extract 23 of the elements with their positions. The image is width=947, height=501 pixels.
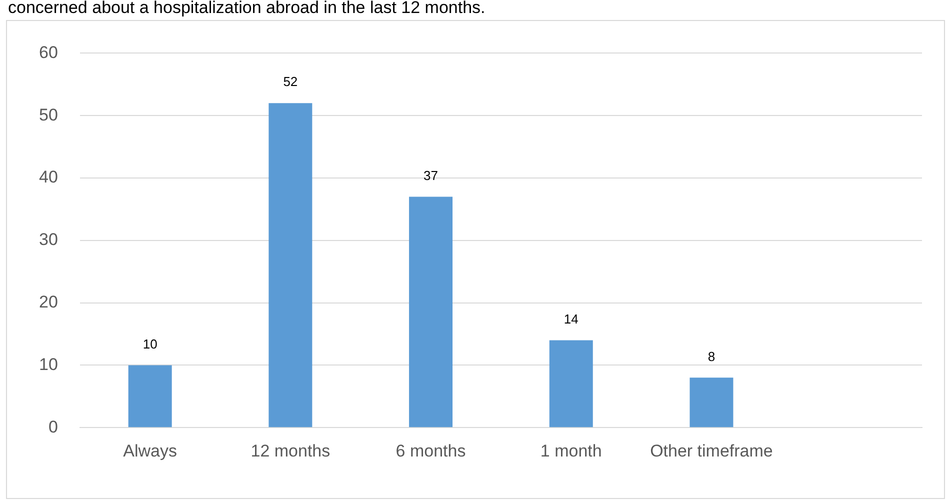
- x-tick-label: Always: [123, 441, 178, 460]
- bar: [549, 340, 593, 428]
- y-tick-label: 30: [38, 230, 58, 250]
- data-label: 10: [142, 336, 158, 352]
- data-label: 37: [424, 168, 438, 183]
- x-tick-label: 12 months: [250, 441, 330, 460]
- x-tick-label: Other timeframe: [650, 441, 773, 460]
- bar: [128, 365, 172, 428]
- text: concerned about a hospitalization abroad in the last 12 months.: [8, 0, 486, 18]
- data-label: 8: [708, 348, 716, 364]
- y-tick-label: 0: [48, 417, 58, 436]
- x-tick-label: 1 month: [540, 441, 602, 460]
- bar: [268, 103, 312, 428]
- bar: [690, 378, 734, 428]
- y-tick-label: 60: [38, 42, 58, 62]
- y-tick-label: 40: [38, 168, 58, 187]
- data-label: 14: [564, 311, 578, 326]
- x-tick-label: 6 months: [396, 441, 466, 460]
- y-tick-label: 10: [38, 354, 58, 374]
- bar: [409, 196, 453, 428]
- data-label: 52: [283, 74, 298, 90]
- y-tick-label: 50: [38, 105, 58, 124]
- y-tick-label: 20: [38, 292, 58, 312]
